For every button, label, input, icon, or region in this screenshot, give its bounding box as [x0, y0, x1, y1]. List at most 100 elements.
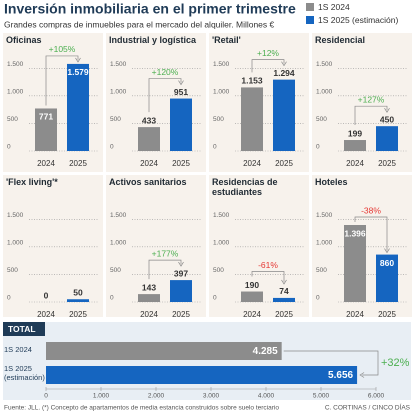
bar: [376, 126, 398, 151]
x-tick-label: 2025: [275, 159, 293, 168]
change-arrow: [384, 107, 390, 113]
x-tick-label: 2025: [69, 310, 87, 319]
bar: [273, 79, 295, 151]
x-tick-label: 2025: [378, 310, 396, 319]
panel-title: Residencial: [315, 35, 366, 45]
y-tick-label: 0: [316, 144, 320, 151]
y-tick-label: 500: [7, 116, 18, 123]
bar: [138, 127, 160, 151]
panel-title: Residencias de estudiantes: [212, 177, 278, 198]
bar: [46, 366, 358, 384]
value-label: 190: [245, 280, 259, 290]
y-tick-label: 1.500: [110, 61, 127, 68]
category-label-box: 1S 2024: [4, 346, 32, 354]
change-bracket: [45, 55, 79, 106]
subtitle: Grandes compras de inmuebles para el mer…: [4, 19, 275, 29]
value-label: 397: [174, 268, 188, 278]
x-tick-label: 2025: [172, 310, 190, 319]
x-tick-label: 2025: [69, 159, 87, 168]
y-tick-label: 1.000: [213, 89, 230, 96]
bar: [241, 291, 263, 302]
value-label: 1.294: [273, 68, 295, 78]
value-label: 74: [279, 286, 289, 296]
change-bracket: [354, 105, 388, 126]
panel-title-box: Residencial: [315, 35, 366, 45]
value-label: 0: [44, 290, 49, 300]
total-panel: [3, 322, 411, 400]
y-tick-label: 1.500: [213, 61, 230, 68]
bar: [344, 140, 366, 151]
x-tick-label: 2.000: [148, 393, 165, 400]
bar: [170, 280, 192, 302]
y-tick-label: 0: [213, 144, 217, 151]
legend-swatch: [306, 3, 314, 11]
bar: [273, 297, 295, 302]
y-tick-label: 1.000: [7, 89, 24, 96]
value-label: 433: [142, 115, 156, 125]
bar: [376, 254, 398, 302]
y-tick-label: 500: [7, 267, 18, 274]
x-tick-label: 2025: [378, 159, 396, 168]
title: Inversión inmobiliaria en el primer trim…: [4, 1, 296, 17]
change-arrow: [75, 57, 81, 63]
panel-title: Hoteles: [315, 177, 348, 187]
total-tag: [3, 322, 45, 336]
value-label: 5.656: [328, 370, 353, 381]
legend-swatch: [306, 16, 314, 24]
panel-title: Oficinas: [6, 35, 42, 45]
change-label: -61%: [258, 260, 278, 270]
y-tick-label: 1.500: [7, 61, 24, 68]
legend-label: 1S 2024: [318, 2, 350, 12]
y-tick-label: 1.500: [110, 212, 127, 219]
value-label: 1.153: [241, 76, 263, 86]
panel-title-box: Industrial y logística: [109, 35, 197, 45]
x-tick-label: 5.000: [313, 393, 330, 400]
bar: [67, 299, 89, 302]
y-tick-label: 1.000: [213, 240, 230, 247]
change-bracket: [251, 59, 285, 73]
bar: [35, 108, 57, 151]
panel: [3, 175, 103, 317]
change-arrow: [178, 80, 184, 86]
y-tick-label: 0: [110, 295, 114, 302]
legend-label: 1S 2025 (estimación): [318, 15, 398, 25]
category-label: 1S 2024: [4, 346, 32, 354]
change-bracket: [148, 259, 182, 280]
y-tick-label: 1.500: [7, 212, 24, 219]
x-tick-label: 2024: [140, 159, 158, 168]
change-label: +120%: [152, 67, 179, 77]
change-arrow: [178, 261, 184, 267]
value-label: 951: [174, 87, 188, 97]
bar: [344, 225, 366, 302]
change-label: +32%: [381, 357, 410, 369]
value-label: 450: [380, 114, 394, 124]
y-tick-label: 1.500: [213, 212, 230, 219]
value-label: 1.396: [344, 228, 366, 238]
x-tick-label: 2024: [37, 310, 55, 319]
panel-title-box: Residencias de estudiantes: [212, 177, 278, 198]
x-tick-label: 2024: [243, 310, 261, 319]
x-tick-label: 2025: [172, 159, 190, 168]
value-label: 860: [380, 258, 394, 268]
x-tick-label: 2024: [140, 310, 158, 319]
bar: [241, 87, 263, 151]
y-tick-label: 0: [316, 295, 320, 302]
y-tick-label: 500: [213, 267, 224, 274]
y-tick-label: 1.500: [316, 212, 333, 219]
change-label: +12%: [257, 48, 279, 58]
y-tick-label: 1.000: [316, 240, 333, 247]
total-title: TOTAL: [8, 324, 36, 334]
change-arrow: [281, 61, 287, 67]
x-tick-label: 2024: [346, 310, 364, 319]
bar: [138, 294, 160, 302]
source: Fuente: JLL. (*) Concepto de apartamento…: [4, 405, 279, 412]
x-tick-label: 2025: [275, 310, 293, 319]
credit: C. CORTINAS / CINCO DÍAS: [325, 403, 411, 412]
x-tick-label: 0: [44, 393, 48, 400]
panel-title: Industrial y logística: [109, 35, 197, 45]
x-tick-label: 2024: [243, 159, 261, 168]
x-tick-label: 2024: [37, 159, 55, 168]
value-label: 4.285: [253, 346, 278, 357]
change-bracket: [251, 271, 285, 282]
